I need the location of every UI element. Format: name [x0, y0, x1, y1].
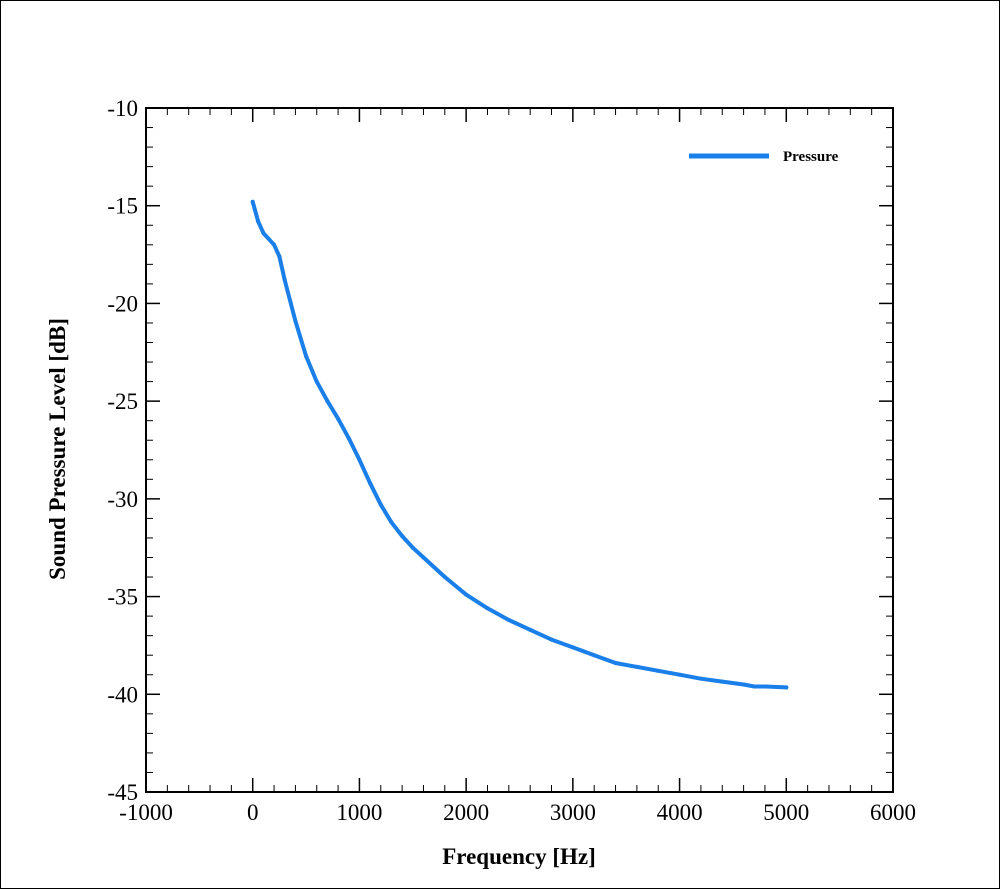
tick-labels: -1000 0 1000 2000 3000 4000 5000 6000 -10 -15 -20 -… [107, 96, 916, 825]
series-lines [250, 199, 789, 690]
data-point [304, 354, 309, 359]
data-point [528, 627, 533, 632]
data-point [720, 679, 725, 684]
data-point [613, 661, 618, 666]
y-tick-label: -30 [107, 487, 138, 512]
plot-area-border [145, 107, 894, 793]
data-point [410, 545, 415, 550]
x-tick-label: 0 [247, 800, 259, 825]
y-tick-label: -45 [107, 780, 138, 805]
data-point [378, 502, 383, 507]
data-point [656, 668, 661, 673]
axis-ticks [145, 107, 894, 793]
data-point [421, 555, 426, 560]
data-point [293, 319, 298, 324]
x-tick-label: 1000 [336, 800, 382, 825]
data-point [485, 606, 490, 611]
data-point [314, 379, 319, 384]
data-point [357, 457, 362, 462]
x-tick-label: 3000 [550, 800, 596, 825]
x-axis-title: Frequency [Hz] [442, 844, 596, 869]
series-line-pressure [250, 199, 789, 690]
data-point [752, 684, 757, 689]
data-point [282, 277, 287, 282]
data-point [741, 682, 746, 687]
x-tick-label: 5000 [763, 800, 809, 825]
data-point [698, 676, 703, 681]
y-axis-title: Sound Pressure Level [dB] [45, 318, 70, 580]
data-point [549, 637, 554, 642]
data-point [336, 416, 341, 421]
x-tick-label: -1000 [119, 800, 173, 825]
data-point [506, 618, 511, 623]
data-point [400, 533, 405, 538]
data-point [677, 672, 682, 677]
data-point [277, 254, 282, 259]
data-point [762, 684, 767, 689]
y-tick-label: -35 [107, 585, 138, 610]
data-point [592, 653, 597, 658]
y-tick-label: -15 [107, 194, 138, 219]
data-point [368, 481, 373, 486]
x-tick-label: 6000 [870, 800, 916, 825]
data-point [784, 685, 789, 690]
data-point [256, 219, 261, 224]
data-point [325, 399, 330, 404]
data-point [634, 664, 639, 669]
data-point [570, 645, 575, 650]
y-tick-label: -25 [107, 389, 138, 414]
data-point [442, 575, 447, 580]
data-point [389, 520, 394, 525]
legend: Pressure [689, 149, 839, 165]
data-point [464, 592, 469, 597]
data-point [250, 199, 255, 204]
x-tick-label: 4000 [657, 800, 703, 825]
y-tick-label: -10 [107, 96, 138, 121]
y-tick-label: -40 [107, 682, 138, 707]
y-tick-label: -20 [107, 291, 138, 316]
data-point [272, 242, 277, 247]
data-point [346, 436, 351, 441]
x-tick-label: 2000 [443, 800, 489, 825]
legend-label-pressure: Pressure [783, 149, 839, 165]
data-point [261, 231, 266, 236]
